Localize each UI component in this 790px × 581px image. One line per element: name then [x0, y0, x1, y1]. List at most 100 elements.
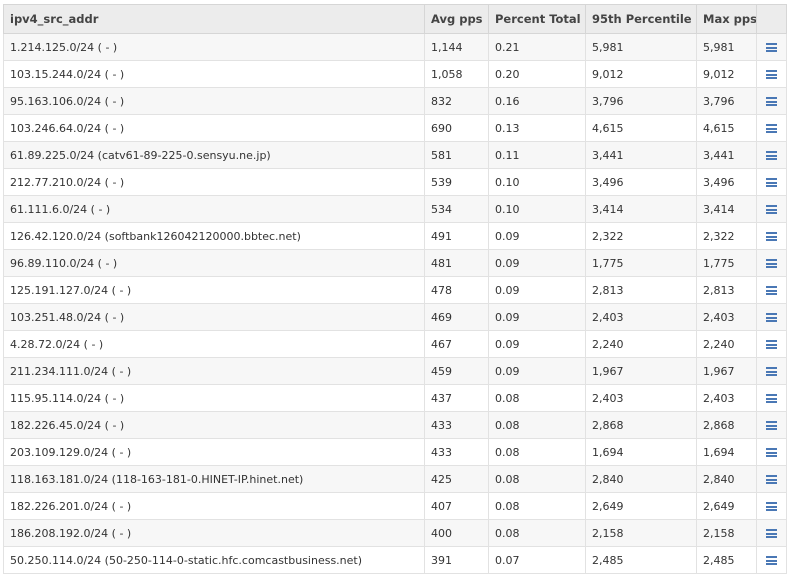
cell-max-pps: 2,403 — [696, 384, 757, 412]
menu-icon[interactable] — [766, 556, 777, 565]
cell-avg-pps: 407 — [424, 492, 489, 520]
cell-max-pps: 2,158 — [696, 519, 757, 547]
cell-ipv4-src-addr: 103.15.244.0/24 ( - ) — [3, 60, 425, 88]
menu-icon[interactable] — [766, 124, 777, 133]
cell-percent-total: 0.08 — [488, 465, 586, 493]
cell-95th-percentile: 2,868 — [585, 411, 697, 439]
cell-ipv4-src-addr: 125.191.127.0/24 ( - ) — [3, 276, 425, 304]
cell-ipv4-src-addr: 103.251.48.0/24 ( - ) — [3, 303, 425, 331]
cell-ipv4-src-addr: 50.250.114.0/24 (50-250-114-0-static.hfc… — [3, 546, 425, 574]
menu-icon[interactable] — [766, 232, 777, 241]
cell-row-actions — [756, 303, 787, 331]
cell-percent-total: 0.09 — [488, 357, 586, 385]
column-header-max-pps[interactable]: Max pps — [696, 4, 757, 34]
cell-ipv4-src-addr: 61.111.6.0/24 ( - ) — [3, 195, 425, 223]
cell-95th-percentile: 1,775 — [585, 249, 697, 277]
column-header-percent-total[interactable]: Percent Total — [488, 4, 586, 34]
cell-max-pps: 3,414 — [696, 195, 757, 223]
menu-icon[interactable] — [766, 421, 777, 430]
menu-icon[interactable] — [766, 70, 777, 79]
cell-percent-total: 0.09 — [488, 249, 586, 277]
cell-95th-percentile: 1,694 — [585, 438, 697, 466]
column-header-ipv4-src-addr[interactable]: ipv4_src_addr — [3, 4, 425, 34]
cell-95th-percentile: 5,981 — [585, 33, 697, 61]
cell-ipv4-src-addr: 95.163.106.0/24 ( - ) — [3, 87, 425, 115]
cell-95th-percentile: 2,158 — [585, 519, 697, 547]
cell-ipv4-src-addr: 186.208.192.0/24 ( - ) — [3, 519, 425, 547]
cell-95th-percentile: 3,441 — [585, 141, 697, 169]
menu-icon[interactable] — [766, 205, 777, 214]
cell-percent-total: 0.07 — [488, 546, 586, 574]
cell-avg-pps: 425 — [424, 465, 489, 493]
menu-icon[interactable] — [766, 475, 777, 484]
menu-icon[interactable] — [766, 502, 777, 511]
cell-avg-pps: 1,058 — [424, 60, 489, 88]
menu-icon[interactable] — [766, 448, 777, 457]
menu-icon[interactable] — [766, 286, 777, 295]
table-row: 1.214.125.0/24 ( - ) 1,144 0.21 5,981 5,981 — [3, 33, 787, 61]
cell-row-actions — [756, 114, 787, 142]
cell-ipv4-src-addr: 103.246.64.0/24 ( - ) — [3, 114, 425, 142]
cell-avg-pps: 467 — [424, 330, 489, 358]
cell-percent-total: 0.09 — [488, 303, 586, 331]
cell-row-actions — [756, 60, 787, 88]
table-row: 186.208.192.0/24 ( - ) 400 0.08 2,158 2,158 — [3, 519, 787, 547]
cell-max-pps: 2,840 — [696, 465, 757, 493]
menu-icon[interactable] — [766, 529, 777, 538]
cell-ipv4-src-addr: 211.234.111.0/24 ( - ) — [3, 357, 425, 385]
cell-95th-percentile: 2,403 — [585, 384, 697, 412]
cell-percent-total: 0.09 — [488, 222, 586, 250]
cell-max-pps: 2,240 — [696, 330, 757, 358]
cell-avg-pps: 437 — [424, 384, 489, 412]
table-row: 4.28.72.0/24 ( - ) 467 0.09 2,240 2,240 — [3, 330, 787, 358]
cell-row-actions — [756, 33, 787, 61]
cell-95th-percentile: 2,322 — [585, 222, 697, 250]
menu-icon[interactable] — [766, 313, 777, 322]
menu-icon[interactable] — [766, 178, 777, 187]
menu-icon[interactable] — [766, 340, 777, 349]
cell-percent-total: 0.13 — [488, 114, 586, 142]
cell-avg-pps: 481 — [424, 249, 489, 277]
cell-row-actions — [756, 465, 787, 493]
traffic-table: ipv4_src_addr Avg pps Percent Total 95th… — [3, 4, 787, 574]
cell-percent-total: 0.10 — [488, 168, 586, 196]
column-header-95th-percentile[interactable]: 95th Percentile — [585, 4, 697, 34]
cell-percent-total: 0.08 — [488, 411, 586, 439]
menu-icon[interactable] — [766, 394, 777, 403]
column-header-avg-pps[interactable]: Avg pps — [424, 4, 489, 34]
menu-icon[interactable] — [766, 151, 777, 160]
cell-ipv4-src-addr: 182.226.45.0/24 ( - ) — [3, 411, 425, 439]
table-row: 126.42.120.0/24 (softbank126042120000.bb… — [3, 222, 787, 250]
cell-percent-total: 0.09 — [488, 276, 586, 304]
cell-max-pps: 5,981 — [696, 33, 757, 61]
table-header-row: ipv4_src_addr Avg pps Percent Total 95th… — [3, 4, 787, 34]
cell-row-actions — [756, 195, 787, 223]
cell-95th-percentile: 3,414 — [585, 195, 697, 223]
menu-icon[interactable] — [766, 43, 777, 52]
cell-row-actions — [756, 330, 787, 358]
cell-max-pps: 9,012 — [696, 60, 757, 88]
menu-icon[interactable] — [766, 97, 777, 106]
cell-row-actions — [756, 276, 787, 304]
cell-percent-total: 0.16 — [488, 87, 586, 115]
cell-95th-percentile: 2,240 — [585, 330, 697, 358]
menu-icon[interactable] — [766, 259, 777, 268]
cell-row-actions — [756, 519, 787, 547]
table-row: 103.15.244.0/24 ( - ) 1,058 0.20 9,012 9,012 — [3, 60, 787, 88]
cell-avg-pps: 690 — [424, 114, 489, 142]
cell-percent-total: 0.10 — [488, 195, 586, 223]
cell-percent-total: 0.08 — [488, 519, 586, 547]
cell-avg-pps: 539 — [424, 168, 489, 196]
cell-percent-total: 0.11 — [488, 141, 586, 169]
cell-row-actions — [756, 411, 787, 439]
menu-icon[interactable] — [766, 367, 777, 376]
cell-ipv4-src-addr: 115.95.114.0/24 ( - ) — [3, 384, 425, 412]
cell-max-pps: 1,694 — [696, 438, 757, 466]
cell-percent-total: 0.20 — [488, 60, 586, 88]
cell-ipv4-src-addr: 126.42.120.0/24 (softbank126042120000.bb… — [3, 222, 425, 250]
cell-row-actions — [756, 141, 787, 169]
cell-max-pps: 3,441 — [696, 141, 757, 169]
cell-max-pps: 2,322 — [696, 222, 757, 250]
cell-ipv4-src-addr: 96.89.110.0/24 ( - ) — [3, 249, 425, 277]
